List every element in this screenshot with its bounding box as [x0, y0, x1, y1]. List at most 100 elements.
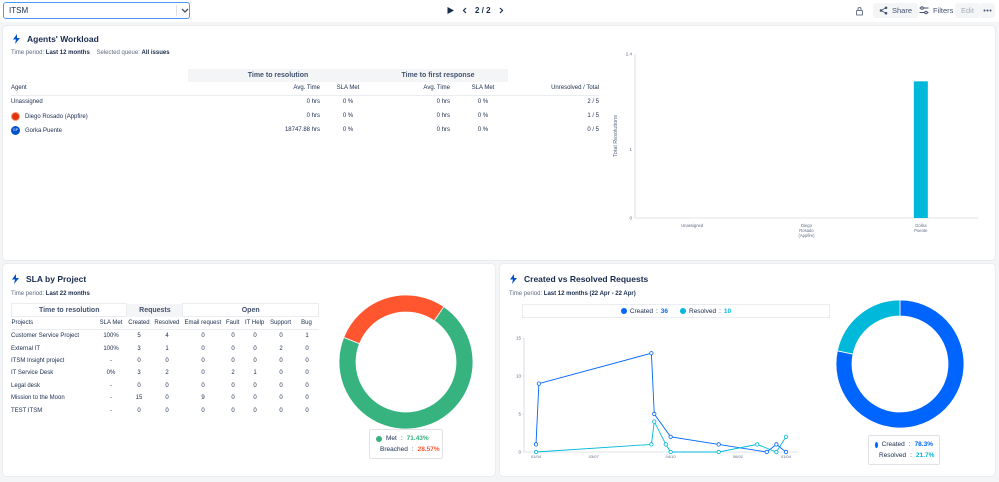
pie-slice: [836, 299, 965, 429]
data-point: [774, 449, 779, 455]
table-cell: 0: [253, 395, 257, 402]
y-axis-label: Total Resolutions: [613, 115, 619, 157]
table-cell: 2: [231, 370, 235, 377]
sla-by-project-panel: SLA by Project Time period: Last 22 mont…: [3, 264, 495, 476]
group-header: Time to resolution: [188, 69, 368, 82]
agents-workload-panel: Agents' Workload Time period: Last 12 mo…: [3, 26, 995, 260]
period-label: Time period:: [509, 291, 543, 297]
table-cell: 0: [279, 370, 283, 377]
table-cell: 0%: [106, 370, 116, 377]
chevron-down-icon[interactable]: [180, 4, 190, 17]
table-cell: 1: [305, 333, 309, 340]
resolutions-bar-chart: 0 1 2.4 Total Resolutions Unassigned DiegoRos…: [613, 52, 978, 238]
share-button[interactable]: Share: [873, 3, 919, 18]
column-header: Fault: [222, 316, 243, 330]
table-cell: 0 hrs: [306, 99, 320, 106]
column-header: Email request: [182, 316, 223, 330]
table-cell: 0: [137, 407, 141, 414]
table-cell: 18747.88 hrs: [284, 127, 320, 133]
y-tick-label: 2.4: [626, 52, 633, 57]
filters-icon: [919, 6, 929, 15]
table-cell: 0: [305, 407, 309, 414]
chevron-left-icon[interactable]: [461, 6, 469, 15]
legend-label: Breached: [380, 446, 408, 453]
agent-name: Gorka Puente: [25, 127, 63, 134]
select-separator: [176, 5, 177, 16]
column-header: SLA Met: [328, 82, 368, 96]
data-point: [764, 449, 769, 455]
project-name: Legal desk: [11, 382, 41, 389]
table-cell: 0: [137, 357, 141, 364]
data-point: [783, 449, 789, 455]
lightning-icon: [510, 274, 517, 284]
table-cell: 0: [231, 407, 235, 414]
table-cell: 0: [253, 357, 257, 364]
table-cell: 2: [165, 370, 169, 377]
filters-button[interactable]: Filters: [913, 3, 959, 18]
lock-icon: [856, 6, 863, 15]
table-cell: 100%: [103, 333, 119, 340]
legend-label: Met: [386, 435, 397, 442]
x-tick-label: 06/01: [733, 454, 744, 459]
legend-item: Met:71.43%: [376, 433, 436, 444]
cvr-line-chart: 0 5 10 15 01/04 03/07 04/10 06/01 01/04: [516, 336, 798, 459]
table-cell: 0: [279, 407, 283, 414]
y-tick-label: 5: [518, 412, 521, 417]
column-header: Avg. Time: [368, 82, 458, 96]
table-row: External IT 100% 3 1 0 0 0 2 0: [11, 342, 319, 354]
panel-title-text: Agents' Workload: [27, 34, 99, 44]
play-icon[interactable]: [446, 6, 455, 15]
column-header: Agent: [11, 82, 188, 96]
column-header: Resolved: [150, 316, 183, 330]
panel-title-text: SLA by Project: [26, 274, 87, 284]
dashboard-select[interactable]: ITSM: [3, 2, 190, 19]
x-tick-label: 03/07: [589, 454, 600, 459]
table-cell: 0 %: [477, 99, 489, 106]
table-cell: 0: [165, 395, 169, 402]
table-cell: 15: [135, 395, 143, 402]
project-name: External IT: [11, 345, 41, 352]
sla-title: SLA by Project: [11, 274, 86, 284]
filters-label: Filters: [933, 6, 954, 15]
project-name: IT Service Desk: [11, 370, 54, 377]
page-controls: 2 / 2: [446, 3, 505, 18]
agent-name: Unassigned: [11, 99, 43, 106]
cvr-title: Created vs Resolved Requests: [509, 274, 648, 284]
sla-table: Time to resolution Requests Open Project…: [10, 303, 319, 330]
legend-value: 78.3%: [914, 441, 933, 448]
column-header: SLA Met: [95, 316, 127, 330]
share-icon: [879, 6, 888, 15]
chevron-right-icon[interactable]: [497, 6, 505, 15]
data-point: [536, 381, 541, 386]
edit-button[interactable]: Edit: [955, 3, 980, 18]
legend-label: Resolved: [879, 452, 907, 459]
table-cell: 5: [137, 333, 141, 340]
lock-button[interactable]: [855, 3, 864, 18]
period-value: Last 22 months: [45, 291, 90, 297]
table-cell: 0: [253, 345, 257, 352]
column-header: SLA Met: [458, 82, 508, 96]
table-cell: 0 hrs: [436, 127, 450, 133]
legend-value: 21.7%: [915, 452, 935, 459]
data-point: [649, 351, 654, 356]
project-name: ITSM Insight project: [11, 357, 65, 364]
data-point: [668, 434, 673, 439]
table-cell: 0: [231, 345, 235, 352]
more-button[interactable]: [980, 3, 995, 18]
avatar: GP: [11, 125, 20, 135]
table-cell: -: [110, 407, 112, 414]
cvr-legend: Created:36 Resolved:10: [522, 304, 830, 318]
table-cell: 0: [305, 395, 309, 402]
table-cell: 0: [305, 370, 309, 377]
workload-table: Time to resolution Time to first respons…: [11, 69, 599, 137]
series-line: [535, 420, 787, 453]
legend-value: 10: [723, 307, 732, 315]
table-cell: 0: [305, 357, 309, 364]
data-point: [783, 434, 789, 439]
table-cell: 9: [201, 395, 205, 402]
bar: [913, 81, 928, 218]
table-row: TEST ITSM - 0 0 0 0 0 0 0: [11, 404, 319, 416]
project-name: Mission to the Moon: [11, 395, 65, 402]
group-header: Open: [182, 303, 319, 317]
period-label: Time period:: [11, 50, 45, 56]
